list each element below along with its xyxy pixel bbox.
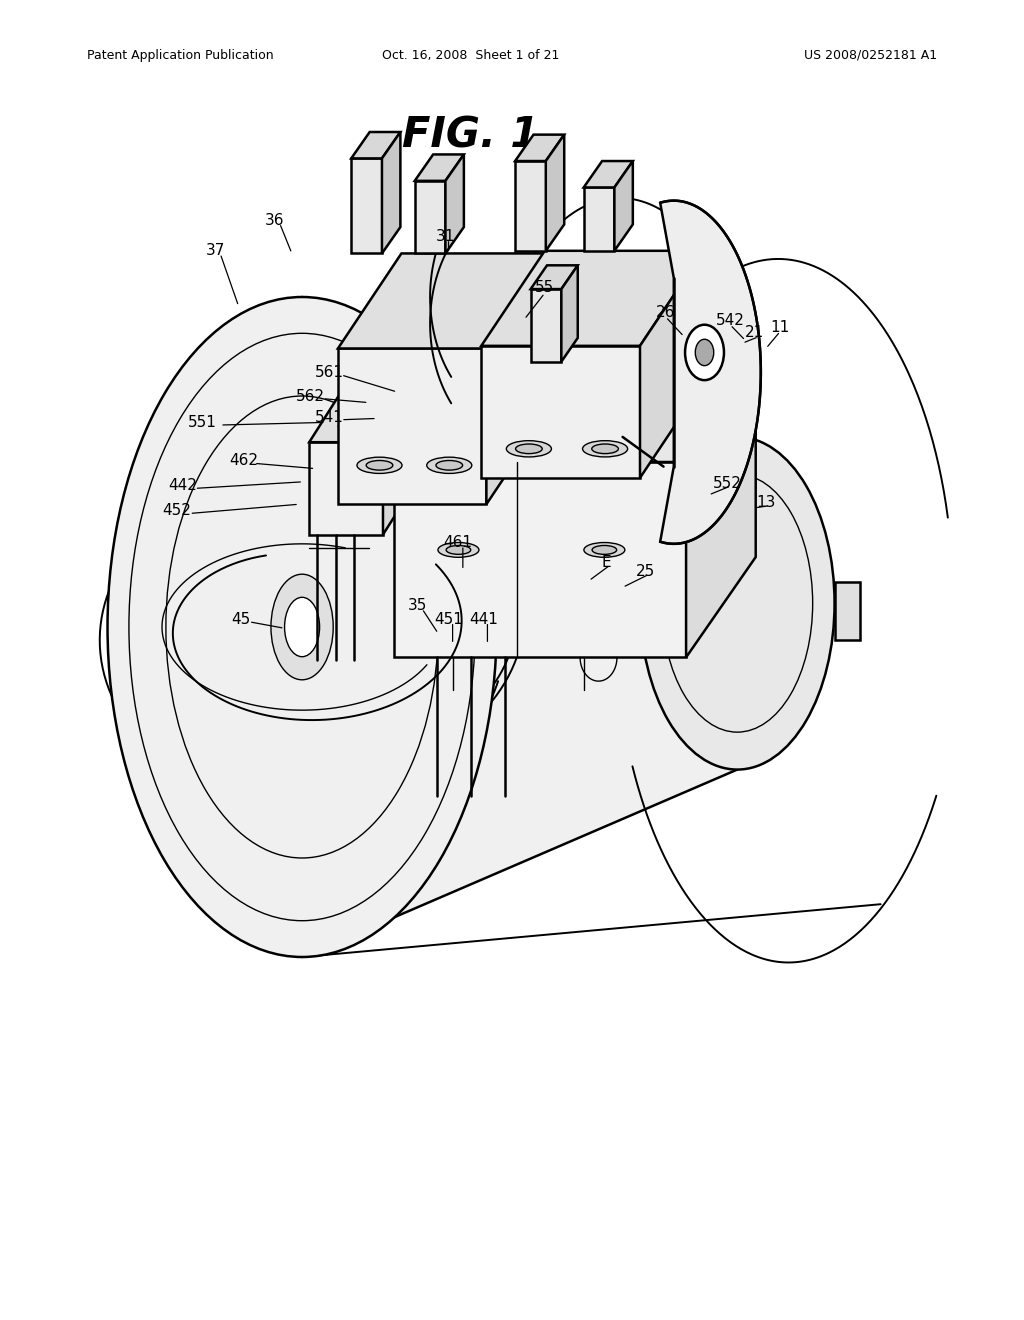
Text: 562: 562 — [296, 388, 325, 404]
Polygon shape — [561, 265, 578, 362]
Polygon shape — [481, 251, 703, 346]
Text: 462: 462 — [229, 453, 258, 469]
Text: 442: 442 — [168, 478, 197, 494]
Polygon shape — [530, 265, 578, 289]
Polygon shape — [835, 582, 860, 640]
Text: Oct. 16, 2008  Sheet 1 of 21: Oct. 16, 2008 Sheet 1 of 21 — [382, 49, 560, 62]
Text: 461: 461 — [443, 535, 472, 550]
Polygon shape — [660, 201, 761, 544]
Ellipse shape — [592, 545, 616, 554]
Polygon shape — [486, 253, 550, 504]
Polygon shape — [530, 289, 561, 362]
Polygon shape — [686, 362, 756, 657]
Polygon shape — [394, 462, 686, 657]
Polygon shape — [338, 253, 550, 348]
Polygon shape — [382, 132, 400, 253]
Polygon shape — [640, 251, 703, 478]
Ellipse shape — [640, 437, 835, 770]
Ellipse shape — [446, 545, 471, 554]
Text: 541: 541 — [315, 409, 344, 425]
Text: 11: 11 — [771, 319, 790, 335]
Ellipse shape — [695, 339, 714, 366]
Text: 25: 25 — [636, 564, 654, 579]
Ellipse shape — [506, 441, 551, 457]
Polygon shape — [302, 297, 737, 957]
Text: 45: 45 — [231, 611, 250, 627]
Text: 21: 21 — [745, 325, 764, 341]
Polygon shape — [546, 135, 564, 251]
Text: US 2008/0252181 A1: US 2008/0252181 A1 — [804, 49, 937, 62]
Text: 542: 542 — [716, 313, 744, 329]
Polygon shape — [614, 161, 633, 251]
Ellipse shape — [367, 461, 393, 470]
Ellipse shape — [584, 543, 625, 557]
Ellipse shape — [108, 297, 497, 957]
Polygon shape — [584, 187, 614, 251]
Polygon shape — [383, 370, 429, 535]
Text: 451: 451 — [434, 611, 463, 627]
Ellipse shape — [285, 597, 319, 657]
Ellipse shape — [592, 444, 618, 454]
Text: 441: 441 — [469, 611, 498, 627]
Text: 561: 561 — [315, 364, 344, 380]
Text: 13: 13 — [757, 495, 775, 511]
Text: 31: 31 — [436, 228, 455, 244]
Ellipse shape — [357, 457, 402, 474]
Text: FIG. 1: FIG. 1 — [402, 115, 540, 157]
Ellipse shape — [583, 441, 628, 457]
Text: 37: 37 — [206, 243, 224, 259]
Polygon shape — [515, 135, 564, 161]
Text: 36: 36 — [264, 213, 285, 228]
Polygon shape — [351, 158, 382, 253]
Ellipse shape — [436, 461, 463, 470]
Polygon shape — [445, 154, 464, 253]
Text: Patent Application Publication: Patent Application Publication — [87, 49, 273, 62]
Ellipse shape — [515, 444, 543, 454]
Polygon shape — [515, 161, 546, 251]
Polygon shape — [309, 442, 383, 535]
Text: 552: 552 — [713, 475, 741, 491]
Ellipse shape — [438, 543, 479, 557]
Text: 452: 452 — [163, 503, 191, 519]
Text: E: E — [601, 554, 611, 570]
Text: 35: 35 — [409, 598, 427, 614]
Ellipse shape — [271, 574, 333, 680]
Polygon shape — [338, 348, 486, 504]
Polygon shape — [415, 154, 464, 181]
Polygon shape — [415, 181, 445, 253]
Text: 26: 26 — [656, 305, 675, 321]
Ellipse shape — [427, 457, 472, 474]
Text: 55: 55 — [536, 280, 554, 296]
Polygon shape — [351, 132, 400, 158]
Polygon shape — [394, 362, 756, 462]
Polygon shape — [309, 370, 429, 442]
Ellipse shape — [685, 325, 724, 380]
Text: 551: 551 — [188, 414, 217, 430]
Polygon shape — [584, 161, 633, 187]
Polygon shape — [481, 346, 640, 478]
